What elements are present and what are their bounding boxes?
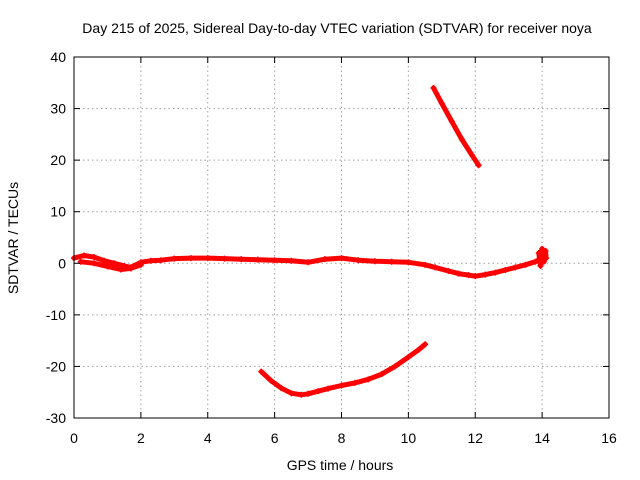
y-tick-label: 40: [50, 49, 66, 65]
data-point: [415, 346, 422, 353]
data-point: [221, 255, 228, 262]
data-point: [405, 259, 412, 266]
data-point: [492, 269, 499, 276]
data-point: [422, 261, 429, 268]
data-point: [539, 245, 546, 252]
grid: [74, 57, 609, 418]
data-point: [137, 261, 144, 268]
data-point: [298, 391, 305, 398]
data-point: [355, 257, 362, 264]
y-tick-label: -30: [46, 410, 66, 426]
y-tick-label: 30: [50, 101, 66, 117]
x-tick-label: 2: [137, 430, 145, 446]
x-tick-label: 14: [534, 430, 550, 446]
data-point: [438, 100, 445, 107]
data-point: [91, 254, 98, 261]
data-point: [392, 363, 398, 370]
data-point: [288, 257, 295, 264]
data-point: [111, 260, 118, 267]
data-point: [338, 255, 345, 262]
data-point: [472, 273, 479, 280]
data-point: [405, 354, 412, 361]
data-point: [371, 258, 378, 265]
data-point: [91, 260, 98, 267]
data-point: [522, 261, 529, 268]
data-point: [430, 84, 437, 91]
data-point: [104, 263, 111, 270]
series-line: [258, 341, 428, 398]
data-point: [465, 272, 472, 279]
x-tick-label: 12: [467, 430, 483, 446]
data-point: [315, 388, 322, 395]
y-tick-label: -10: [46, 307, 66, 323]
y-tick-label: 20: [50, 152, 66, 168]
x-tick-label: 8: [338, 430, 346, 446]
x-tick-label: 0: [70, 430, 78, 446]
data-point: [305, 259, 312, 266]
data-point: [288, 390, 295, 397]
data-point: [127, 265, 134, 272]
data-point: [537, 262, 544, 269]
data-point: [268, 377, 275, 384]
x-tick-label: 16: [601, 430, 617, 446]
data-point: [455, 270, 462, 277]
data-point: [171, 255, 178, 262]
data-point: [422, 341, 429, 348]
data-point: [278, 385, 285, 392]
data-point: [432, 264, 439, 271]
series-line: [431, 85, 482, 168]
data-point: [448, 118, 455, 125]
data-point: [542, 247, 549, 254]
data-point: [271, 257, 278, 264]
data-point: [101, 257, 108, 264]
chart-title: Day 215 of 2025, Sidereal Day-to-day VTE…: [82, 20, 592, 36]
x-tick-label: 6: [271, 430, 279, 446]
data-point: [458, 136, 465, 143]
data-point: [543, 255, 550, 262]
data-point: [482, 271, 489, 278]
axis-ticks: 0 2 4 6 8 10 12 14 16 -30 -20 -10 0 10 20 30 40: [46, 49, 617, 446]
data-point: [254, 256, 261, 263]
data-point: [378, 371, 385, 378]
y-axis-label: SDTVAR / TECUs: [5, 182, 21, 294]
data-point: [77, 258, 84, 265]
x-tick-label: 10: [401, 430, 417, 446]
data-point: [445, 268, 452, 275]
data-point: [388, 258, 395, 265]
data-point: [468, 151, 475, 158]
data-series-group: [71, 84, 550, 398]
data-point: [365, 376, 372, 383]
data-point: [502, 266, 509, 273]
data-point: [305, 390, 312, 397]
data-point: [204, 255, 211, 262]
y-tick-label: 0: [58, 255, 66, 271]
data-point: [512, 264, 519, 271]
x-tick-label: 4: [204, 430, 212, 446]
data-point: [338, 382, 345, 389]
data-point: [238, 256, 245, 263]
data-point: [535, 249, 542, 256]
data-point: [540, 258, 547, 265]
data-point: [351, 379, 358, 386]
data-point: [188, 255, 195, 262]
data-point: [321, 256, 328, 263]
data-point: [157, 257, 164, 264]
data-point: [475, 162, 482, 169]
data-point: [325, 385, 332, 392]
y-tick-label: 10: [50, 204, 66, 220]
x-axis-label: GPS time / hours: [287, 457, 394, 473]
y-tick-label: -20: [46, 358, 66, 374]
data-point: [117, 266, 124, 273]
data-point: [258, 368, 265, 375]
data-point: [81, 252, 88, 259]
data-point: [147, 257, 154, 264]
